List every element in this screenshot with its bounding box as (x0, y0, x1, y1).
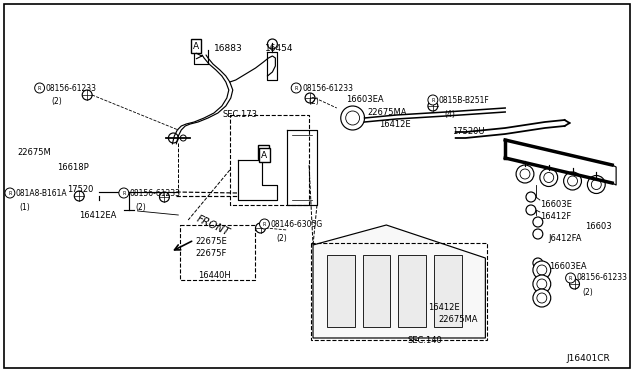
Text: 16603: 16603 (586, 222, 612, 231)
Text: 22675MA: 22675MA (439, 315, 478, 324)
Circle shape (35, 83, 45, 93)
Text: 22675F: 22675F (195, 249, 227, 258)
Circle shape (516, 165, 534, 183)
Text: J6412FA: J6412FA (548, 234, 582, 243)
Circle shape (533, 275, 551, 293)
Circle shape (540, 169, 557, 186)
Text: 16412E: 16412E (428, 303, 460, 312)
Text: R: R (294, 86, 298, 90)
Text: 16440H: 16440H (198, 271, 231, 280)
Text: 08156-61233: 08156-61233 (577, 273, 627, 282)
Circle shape (537, 279, 547, 289)
Polygon shape (313, 225, 485, 338)
Circle shape (533, 217, 543, 227)
Text: 16603E: 16603E (540, 200, 572, 209)
Text: 16603EA: 16603EA (548, 262, 586, 271)
Text: R: R (122, 190, 125, 196)
Text: R: R (38, 86, 42, 90)
Text: 17520: 17520 (67, 185, 93, 194)
Circle shape (159, 192, 170, 202)
Circle shape (588, 176, 605, 193)
Text: (2): (2) (136, 203, 147, 212)
Circle shape (537, 293, 547, 303)
Text: (2): (2) (582, 288, 593, 297)
Circle shape (526, 205, 536, 215)
Circle shape (537, 265, 547, 275)
Circle shape (340, 106, 365, 130)
Text: (1): (1) (20, 203, 31, 212)
Circle shape (168, 133, 179, 143)
Text: 08146-6305G: 08146-6305G (271, 219, 323, 228)
Bar (434, 255, 461, 327)
Circle shape (82, 90, 92, 100)
Text: 08156-61233: 08156-61233 (130, 189, 180, 198)
Text: (2): (2) (308, 97, 319, 106)
Text: 16618P: 16618P (58, 163, 89, 172)
Bar (327, 255, 355, 327)
Text: 22675MA: 22675MA (367, 108, 407, 117)
Text: (2): (2) (276, 234, 287, 243)
Circle shape (564, 172, 582, 190)
Text: 16454: 16454 (264, 44, 293, 53)
Text: 08156-61233: 08156-61233 (302, 83, 353, 93)
Circle shape (570, 279, 579, 289)
Bar (362, 255, 390, 327)
Circle shape (533, 289, 551, 307)
Circle shape (180, 135, 186, 141)
Text: (2): (2) (51, 97, 62, 106)
Text: 16603EA: 16603EA (346, 95, 383, 104)
Circle shape (428, 101, 438, 111)
Bar (398, 255, 426, 327)
Circle shape (566, 273, 575, 283)
Text: (4): (4) (445, 110, 456, 119)
Circle shape (346, 111, 360, 125)
Circle shape (526, 192, 536, 202)
Circle shape (74, 191, 84, 201)
Text: 16412E: 16412E (380, 120, 411, 129)
Text: 22675M: 22675M (18, 148, 52, 157)
Text: 22675E: 22675E (195, 237, 227, 246)
Circle shape (568, 176, 577, 186)
Bar (180, 225, 255, 280)
Circle shape (305, 93, 315, 103)
Text: 08156-61233: 08156-61233 (45, 83, 97, 93)
Text: R: R (8, 190, 12, 196)
Text: 0815B-B251F: 0815B-B251F (439, 96, 490, 105)
Text: SEC.140: SEC.140 (407, 336, 442, 345)
Circle shape (533, 229, 543, 239)
Circle shape (5, 188, 15, 198)
Circle shape (119, 188, 129, 198)
Circle shape (544, 173, 554, 183)
Text: J16401CR: J16401CR (566, 354, 611, 363)
Circle shape (428, 95, 438, 105)
Circle shape (255, 223, 266, 233)
Circle shape (291, 83, 301, 93)
Text: R: R (431, 97, 435, 103)
Circle shape (260, 219, 269, 229)
Circle shape (591, 180, 601, 189)
Text: A: A (193, 42, 199, 51)
Text: 16883: 16883 (214, 44, 243, 53)
Text: 081A8-B161A: 081A8-B161A (16, 189, 67, 198)
Circle shape (520, 169, 530, 179)
Text: R: R (569, 276, 572, 280)
Text: 16412EA: 16412EA (79, 211, 116, 220)
Text: A: A (261, 151, 268, 160)
Circle shape (533, 261, 551, 279)
Circle shape (533, 258, 543, 268)
Bar (311, 243, 487, 340)
Circle shape (268, 39, 277, 49)
Text: SEC.173: SEC.173 (223, 110, 258, 119)
Text: A: A (260, 148, 266, 157)
Text: FRONT: FRONT (195, 214, 232, 238)
Text: 17520U: 17520U (452, 127, 484, 136)
Text: 16412F: 16412F (540, 212, 571, 221)
Text: R: R (263, 221, 266, 227)
Bar (230, 115, 309, 205)
